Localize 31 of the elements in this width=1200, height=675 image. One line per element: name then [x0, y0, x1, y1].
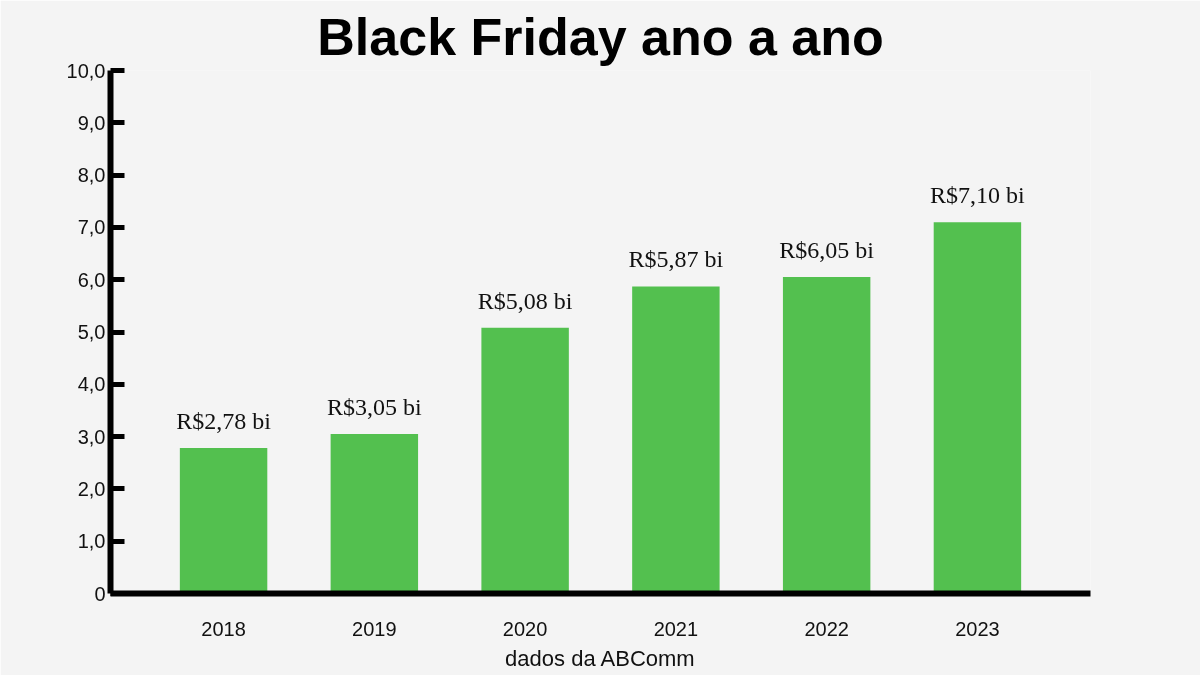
data-label: R$6,05 bi [779, 237, 875, 264]
x-tick-label: 2023 [955, 617, 1000, 640]
y-tick-label: 7,0 [77, 216, 106, 239]
y-tick-label: 10,0 [66, 59, 106, 82]
x-tick-label: 2018 [201, 617, 246, 640]
bar [933, 222, 1022, 594]
y-tick-label: 8,0 [77, 164, 106, 187]
y-tick-label: 9,0 [77, 111, 106, 134]
y-tick-label: 6,0 [77, 268, 106, 291]
y-tick-label: 5,0 [77, 321, 106, 343]
x-tick-label: 2021 [653, 617, 699, 640]
data-label: R$5,87 bi [628, 246, 724, 273]
y-tick-label: 1,0 [77, 530, 106, 553]
bar [330, 433, 419, 594]
bar [632, 286, 720, 594]
text: dados da ABComm [505, 645, 695, 671]
chart-title: Black Friday ano a ano [317, 7, 884, 66]
y-tick-label: 2,0 [77, 477, 106, 500]
bar [481, 327, 569, 594]
x-tick-label: 2020 [502, 617, 548, 640]
y-tick-label: 0 [94, 582, 106, 605]
y-tick-label: 3,0 [77, 425, 106, 448]
data-label: R$5,08 bi [477, 287, 573, 314]
x-tick-label: 2022 [804, 617, 849, 640]
bar [179, 448, 268, 594]
x-tick-label: 2019 [352, 617, 397, 640]
data-label: R$7,10 bi [930, 182, 1026, 209]
data-label: R$3,05 bi [327, 393, 423, 420]
bar [782, 277, 871, 594]
y-tick-label: 4,0 [77, 373, 106, 396]
data-label: R$2,78 bi [176, 408, 272, 435]
